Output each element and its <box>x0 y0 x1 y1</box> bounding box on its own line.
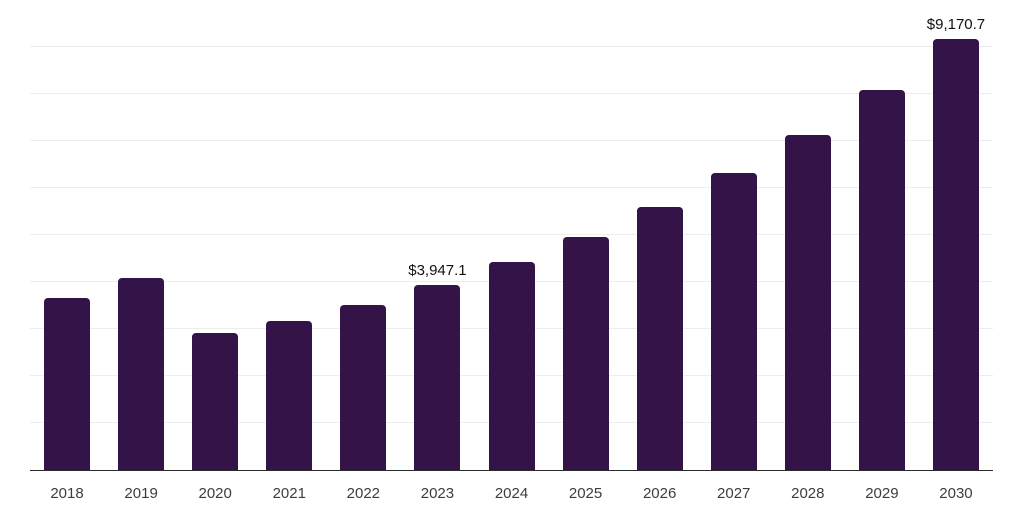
x-tick-label-2025: 2025 <box>568 485 603 502</box>
bar-2022[interactable] <box>340 304 387 470</box>
gridline <box>30 234 993 235</box>
bar-2018[interactable] <box>44 298 91 470</box>
bar-2023[interactable] <box>414 284 461 470</box>
gridline <box>30 187 993 188</box>
bar-2028[interactable] <box>784 135 831 470</box>
x-tick-label-2020: 2020 <box>198 485 232 502</box>
value-label-2023: $3,947.1 <box>408 261 467 279</box>
x-tick-label-2019: 2019 <box>124 485 158 502</box>
bar-2030[interactable] <box>932 38 979 470</box>
x-tick-label-2028: 2028 <box>791 485 825 502</box>
bar-2027[interactable] <box>710 172 757 470</box>
x-tick-label-2021: 2021 <box>272 485 306 502</box>
bar-2021[interactable] <box>266 321 313 470</box>
bar-2019[interactable] <box>118 278 165 470</box>
x-tick-label-2026: 2026 <box>642 485 677 502</box>
plot-area: $3,947.1 $9,170.7 <box>30 0 993 471</box>
gridline <box>30 93 993 94</box>
x-tick-label-2022: 2022 <box>346 485 381 502</box>
gridline <box>30 46 993 47</box>
x-tick-label-2018: 2018 <box>50 485 84 502</box>
x-tick-label-2030: 2030 <box>939 485 973 502</box>
bar-2029[interactable] <box>858 90 905 470</box>
x-axis: 2018 2019 2020 2021 2022 2023 2024 2025 2026 2027… <box>30 471 993 512</box>
gridline <box>30 140 993 141</box>
bar-2026[interactable] <box>636 206 683 470</box>
x-tick-label-2029: 2029 <box>865 485 899 502</box>
x-tick-label-2023: 2023 <box>420 485 455 502</box>
bar-2020[interactable] <box>192 332 239 470</box>
x-tick-label-2024: 2024 <box>494 485 529 502</box>
value-label-2030: $9,170.7 <box>926 15 986 33</box>
bar-2024[interactable] <box>488 261 535 470</box>
x-tick-label-2027: 2027 <box>717 485 751 502</box>
bar-2025[interactable] <box>562 236 609 470</box>
